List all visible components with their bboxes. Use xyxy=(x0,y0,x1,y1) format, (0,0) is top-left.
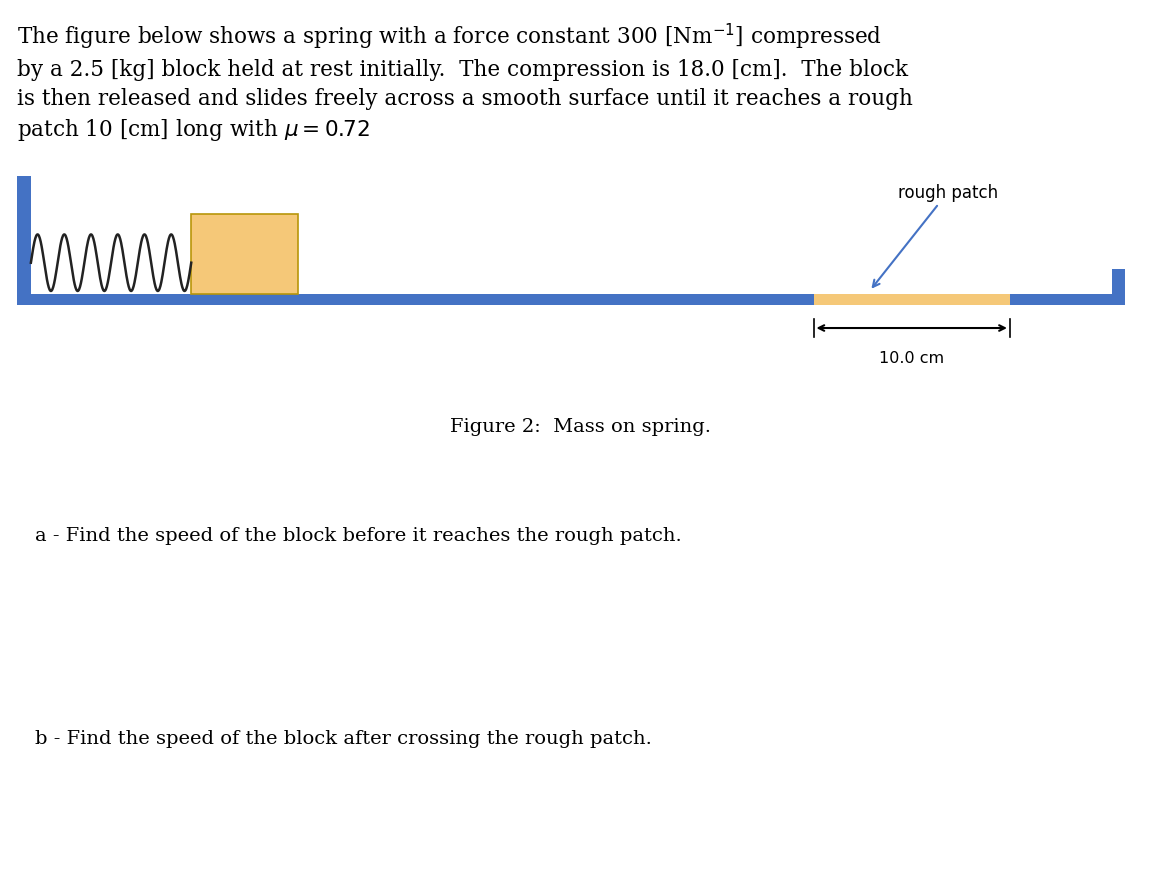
Bar xyxy=(1112,270,1125,306)
Text: The figure below shows a spring with a force constant 300 [Nm$^{-1}$] compressed: The figure below shows a spring with a f… xyxy=(17,22,913,143)
Text: rough patch: rough patch xyxy=(873,184,998,288)
Bar xyxy=(17,294,1125,306)
Bar xyxy=(17,177,31,306)
Bar xyxy=(192,214,297,294)
Text: a - Find the speed of the block before it reaches the rough patch.: a - Find the speed of the block before i… xyxy=(35,527,682,544)
Text: 10.0 cm: 10.0 cm xyxy=(880,350,945,365)
Bar xyxy=(813,294,1010,306)
Text: b - Find the speed of the block after crossing the rough patch.: b - Find the speed of the block after cr… xyxy=(35,729,652,746)
Text: Figure 2:  Mass on spring.: Figure 2: Mass on spring. xyxy=(451,417,711,435)
